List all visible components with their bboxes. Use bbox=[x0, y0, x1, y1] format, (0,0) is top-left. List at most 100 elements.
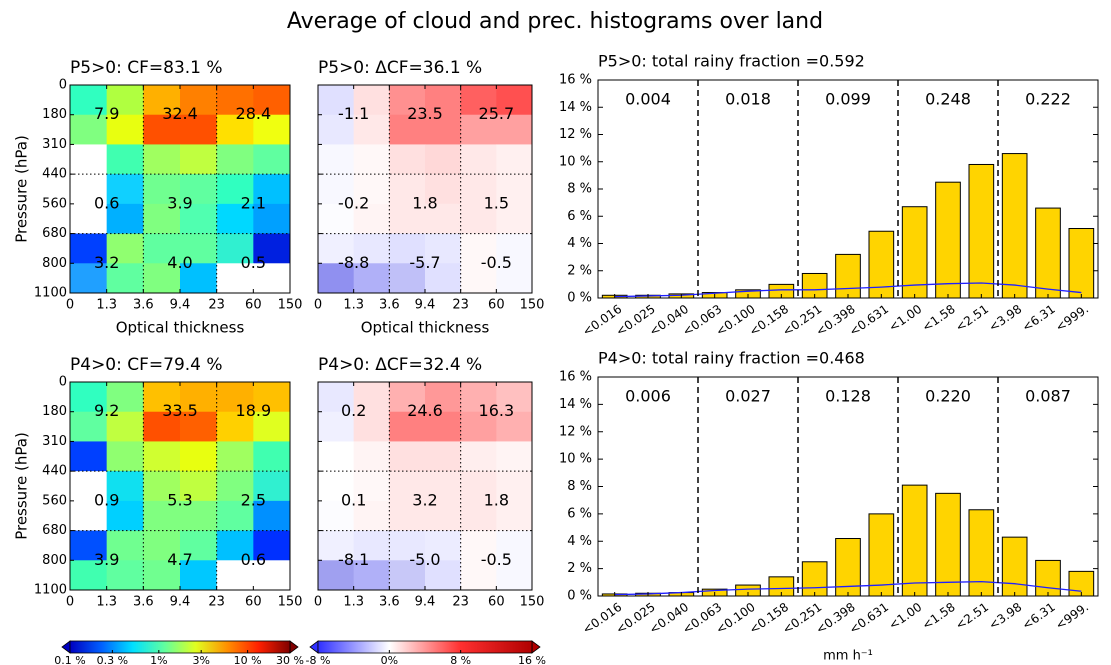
heatmap-cell bbox=[389, 441, 426, 472]
heatmap-cell bbox=[70, 441, 108, 472]
bar bbox=[1068, 228, 1095, 299]
y-tick-label: 0 % bbox=[567, 589, 592, 604]
colorbar bbox=[317, 640, 533, 654]
heatmap-cell bbox=[253, 471, 291, 502]
x-tick-label: 0 bbox=[314, 595, 322, 610]
cell-label: 1.8 bbox=[412, 193, 437, 212]
heatmap-cell bbox=[389, 263, 426, 294]
cell-label: -1.1 bbox=[338, 104, 369, 123]
x-tick-label: 0 bbox=[66, 298, 74, 313]
group-label: 0.018 bbox=[725, 90, 771, 109]
heatmap-cell bbox=[353, 233, 390, 264]
heatmap-cell bbox=[496, 174, 533, 205]
x-tick-label: 60 bbox=[245, 595, 262, 610]
heatmap-cell bbox=[460, 530, 497, 561]
heatmap-cell bbox=[70, 560, 108, 591]
x-tick-label: <6.31 bbox=[1020, 600, 1058, 633]
panel-title: P5>0: ΔCF=36.1 % bbox=[318, 58, 482, 78]
cell-label: -8.1 bbox=[338, 550, 369, 569]
panel-title: P4>0: ΔCF=32.4 % bbox=[318, 355, 482, 375]
cell-label: 0.5 bbox=[241, 253, 266, 272]
heatmap-cell bbox=[460, 85, 497, 116]
cell-label: 3.2 bbox=[94, 253, 119, 272]
heatmap-cell bbox=[425, 174, 462, 205]
heatmap-cell bbox=[496, 85, 533, 116]
colorbar-tick-label: 0.3 % bbox=[97, 654, 128, 665]
heatmap-cell bbox=[253, 233, 291, 264]
x-tick-label: 9.4 bbox=[415, 595, 436, 610]
cell-label: -0.2 bbox=[338, 193, 369, 212]
bar bbox=[901, 206, 928, 299]
heatmap-cell bbox=[389, 203, 426, 235]
heatmap-cell bbox=[389, 560, 426, 591]
cell-label: 23.5 bbox=[407, 104, 443, 123]
x-tick-label: <2.51 bbox=[953, 600, 991, 633]
heatmap-cell bbox=[70, 114, 108, 145]
heatmap-cell bbox=[353, 530, 390, 561]
heatmap-cell bbox=[389, 530, 426, 561]
y-tick-label: 10 % bbox=[559, 154, 592, 169]
y-tick-label: 0 % bbox=[567, 291, 592, 306]
heatmap-cell bbox=[353, 560, 390, 591]
x-tick-label: 1.3 bbox=[96, 595, 117, 610]
x-tick-label: 150 bbox=[520, 595, 545, 610]
y-tick-label: 4 % bbox=[567, 236, 592, 251]
x-tick-label: <6.31 bbox=[1020, 302, 1058, 335]
heatmap-cell bbox=[496, 263, 533, 294]
y-tick-label: 680 bbox=[42, 523, 67, 538]
bar bbox=[935, 492, 961, 597]
bar bbox=[968, 163, 995, 299]
heatmap-cell bbox=[216, 471, 254, 502]
y-tick-label: 800 bbox=[42, 256, 67, 271]
heatmap-cell bbox=[460, 441, 497, 472]
heatmap-cell bbox=[216, 382, 254, 413]
heatmap-cell bbox=[353, 441, 390, 472]
heatmap-cell bbox=[318, 560, 355, 591]
bar bbox=[1068, 570, 1095, 597]
heatmap-cell bbox=[106, 144, 144, 175]
heatmap-cell bbox=[70, 174, 108, 205]
x-tick-label: 60 bbox=[245, 298, 262, 313]
colorbar-tick-label: 30 % bbox=[276, 654, 304, 665]
x-tick-label: <3.98 bbox=[986, 600, 1024, 633]
cell-label: 3.9 bbox=[94, 550, 119, 569]
heatmap-cell bbox=[496, 471, 533, 502]
heatmap-cell bbox=[496, 560, 533, 591]
heatmap-cell bbox=[106, 382, 144, 413]
heatmap-cell bbox=[318, 174, 355, 205]
y-tick-label: 440 bbox=[42, 464, 67, 479]
x-tick-label: 9.4 bbox=[170, 595, 191, 610]
heatmap-cell bbox=[106, 203, 144, 235]
bar bbox=[1001, 153, 1028, 299]
cell-label: -5.0 bbox=[409, 550, 440, 569]
x-tick-label: 23 bbox=[208, 298, 225, 313]
heatmap-cell bbox=[143, 263, 181, 294]
x-tick-label: 150 bbox=[278, 595, 303, 610]
heatmap-cell bbox=[353, 85, 390, 116]
bar bbox=[1035, 207, 1061, 299]
colorbar-tick-label: 16 % bbox=[518, 654, 546, 665]
heatmap-cell bbox=[143, 500, 181, 532]
heatmap-cell bbox=[318, 530, 355, 561]
heatmap-cell bbox=[143, 174, 181, 205]
heatmap-cell bbox=[216, 174, 254, 205]
cell-label: -5.7 bbox=[409, 253, 440, 272]
x-tick-label: 9.4 bbox=[415, 298, 436, 313]
cell-label: 33.5 bbox=[162, 401, 198, 420]
heatmap-cell bbox=[216, 203, 254, 235]
cell-label: -8.8 bbox=[338, 253, 369, 272]
heatmap-cell bbox=[70, 85, 108, 116]
bar bbox=[901, 484, 928, 597]
heatmap-cell bbox=[143, 441, 181, 472]
heatmap-cell bbox=[496, 411, 533, 442]
heatmap-cell bbox=[216, 85, 254, 116]
y-tick-label: 8 % bbox=[567, 479, 592, 494]
heatmap-cell bbox=[143, 114, 181, 145]
colorbar-tick-label: 10 % bbox=[234, 654, 262, 665]
heatmap-cell bbox=[425, 144, 462, 175]
heatmap-cell bbox=[318, 411, 355, 442]
heatmap-cell bbox=[253, 382, 291, 413]
heatmap-cell bbox=[143, 233, 181, 264]
y-tick-label: 310 bbox=[42, 137, 67, 152]
bar bbox=[1035, 559, 1061, 597]
